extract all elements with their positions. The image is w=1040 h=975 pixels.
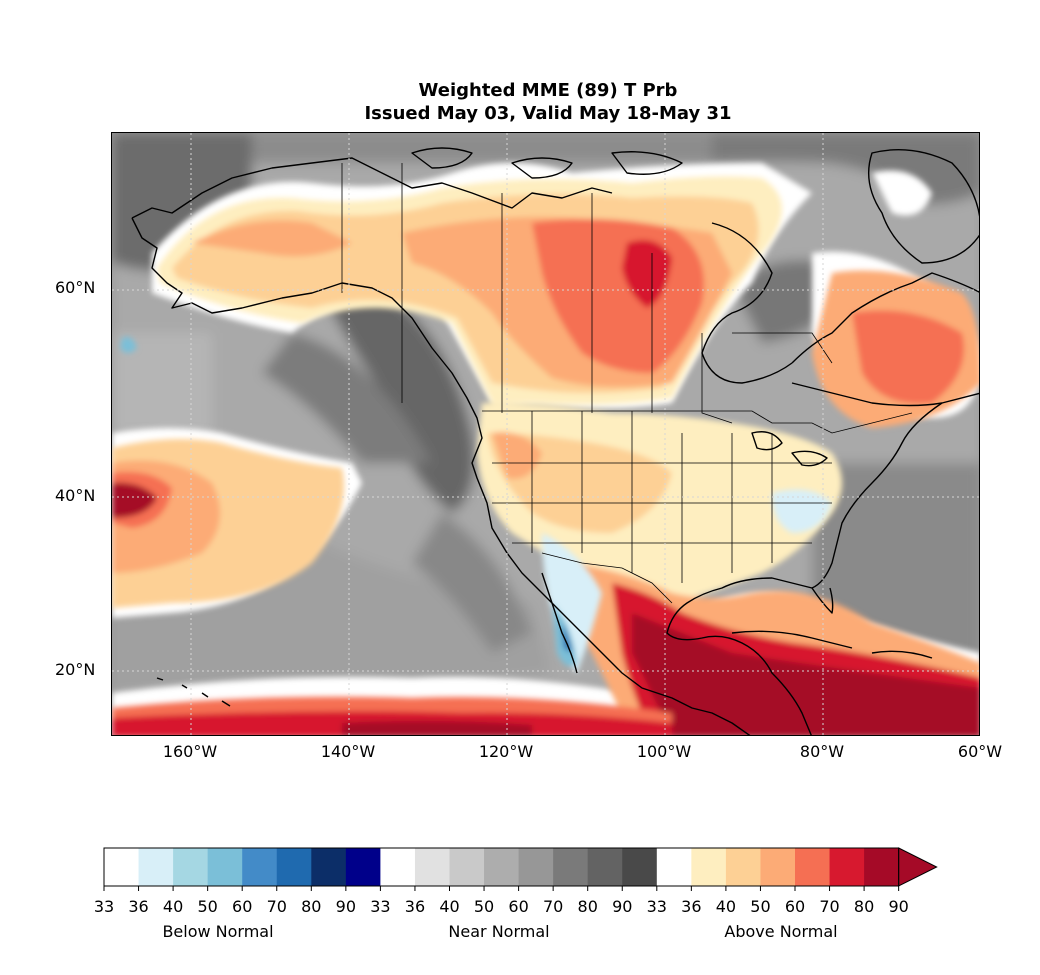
colorbar-swatch xyxy=(173,848,209,886)
chart-title: Weighted MME (89) T Prb xyxy=(418,80,678,101)
colorbar-tick-label: 40 xyxy=(162,897,184,916)
colorbar-swatch xyxy=(311,848,347,886)
colorbar-frame xyxy=(103,847,900,887)
lat-label-60n: 60°N xyxy=(55,278,96,297)
lat-label-40n: 40°N xyxy=(55,486,96,505)
graticule xyxy=(112,133,979,735)
colorbar-tick-label: 80 xyxy=(301,897,322,916)
colorbar-swatch xyxy=(345,848,381,886)
lon-label-60w: 60°W xyxy=(957,742,1003,761)
lon-label-160w: 160°W xyxy=(162,742,218,761)
colorbar-swatch xyxy=(691,848,727,886)
above-normal-field xyxy=(112,176,979,735)
colorbar-tick-label: 70 xyxy=(542,897,564,916)
colorbar-tick-label: 80 xyxy=(577,897,598,916)
colorbar-swatch xyxy=(795,848,831,886)
colorbar-swatch xyxy=(380,848,416,886)
lon-label-80w: 80°W xyxy=(799,742,845,761)
colorbar-swatch xyxy=(518,848,554,886)
forecast-map xyxy=(111,132,980,736)
colorbar-tick-label: 90 xyxy=(612,897,633,916)
colorbar-tick-label: 90 xyxy=(888,897,909,916)
coastlines xyxy=(131,147,979,735)
political-borders xyxy=(341,163,913,604)
colorbar-swatch xyxy=(449,848,485,886)
colorbar-tick-label: 80 xyxy=(853,897,875,916)
colorbar-tick-label: 36 xyxy=(128,897,149,916)
lon-label-100w: 100°W xyxy=(636,742,692,761)
colorbar-swatch xyxy=(587,848,623,886)
lon-label-140w: 140°W xyxy=(320,742,376,761)
colorbar-tick-label: 70 xyxy=(819,897,840,916)
colorbar-label-below: Below Normal xyxy=(162,922,274,941)
colorbar-tick-label: 60 xyxy=(784,897,806,916)
colorbar-tick-label: 50 xyxy=(473,897,495,916)
colorbar-tick-label: 33 xyxy=(93,897,115,916)
chart-subtitle: Issued May 03, Valid May 18-May 31 xyxy=(364,103,732,124)
colorbar xyxy=(103,847,938,891)
colorbar-swatch xyxy=(242,848,278,886)
colorbar-swatch xyxy=(104,848,140,886)
colorbar-tick-label: 60 xyxy=(508,897,529,916)
map-canvas xyxy=(112,133,979,735)
colorbar-tick-label: 40 xyxy=(439,897,460,916)
colorbar-tick-label: 33 xyxy=(646,897,667,916)
colorbar-swatch xyxy=(864,848,900,886)
colorbar-tick-label: 33 xyxy=(370,897,391,916)
lon-label-120w: 120°W xyxy=(478,742,534,761)
colorbar-swatch xyxy=(138,848,174,886)
colorbar-tick-label: 90 xyxy=(335,897,357,916)
colorbar-swatch xyxy=(414,848,450,886)
colorbar-swatch xyxy=(829,848,865,886)
colorbar-tick-label: 36 xyxy=(681,897,702,916)
colorbar-tick-label: 60 xyxy=(232,897,253,916)
colorbar-swatch xyxy=(725,848,761,886)
colorbar-tick-label: 50 xyxy=(197,897,218,916)
colorbar-tick-label: 70 xyxy=(266,897,287,916)
colorbar-label-above: Above Normal xyxy=(724,922,838,941)
colorbar-tick-label: 40 xyxy=(715,897,737,916)
colorbar-tick-label: 36 xyxy=(404,897,426,916)
colorbar-swatch xyxy=(553,848,589,886)
colorbar-swatch xyxy=(656,848,692,886)
colorbar-swatch xyxy=(484,848,520,886)
lat-label-20n: 20°N xyxy=(55,660,96,679)
colorbar-swatch xyxy=(622,848,658,886)
colorbar-tick-label: 50 xyxy=(750,897,771,916)
colorbar-swatch xyxy=(207,848,243,886)
colorbar-label-near: Near Normal xyxy=(448,922,550,941)
colorbar-swatch xyxy=(276,848,312,886)
colorbar-extend-arrow xyxy=(898,847,938,887)
colorbar-swatch xyxy=(760,848,796,886)
